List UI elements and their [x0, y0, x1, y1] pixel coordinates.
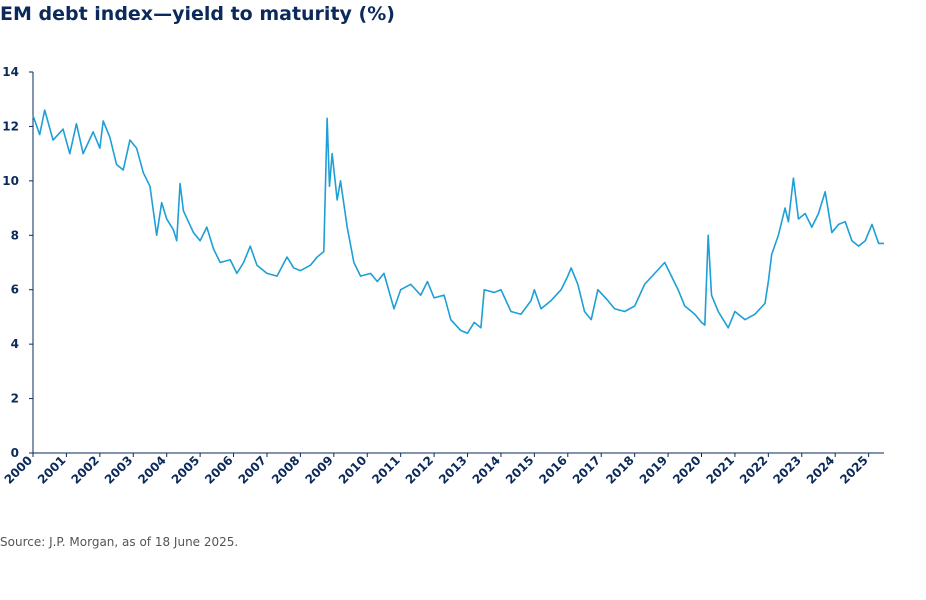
x-tick-label: 2009: [302, 453, 336, 487]
x-tick-label: 2017: [570, 453, 604, 487]
x-tick-label: 2013: [436, 453, 470, 487]
y-tick-label: 0: [11, 446, 19, 460]
x-tick-label: 2021: [704, 453, 738, 487]
x-tick-label: 2022: [737, 453, 771, 487]
x-tick-label: 2025: [837, 453, 871, 487]
x-tick-label: 2024: [804, 453, 838, 487]
source-note: Source: J.P. Morgan, as of 18 June 2025.: [0, 535, 238, 549]
x-tick-label: 2020: [670, 453, 704, 487]
x-tick-label: 2023: [770, 453, 804, 487]
x-tick-label: 2003: [102, 453, 136, 487]
x-tick-label: 2005: [169, 453, 203, 487]
x-tick-label: 2001: [35, 453, 69, 487]
x-tick-label: 2007: [236, 453, 270, 487]
y-tick-label: 6: [11, 283, 19, 297]
y-tick-label: 14: [2, 65, 19, 79]
x-tick-label: 2010: [336, 453, 370, 487]
x-tick-label: 2014: [470, 453, 504, 487]
x-tick-label: 2011: [369, 453, 403, 487]
y-tick-label: 8: [11, 228, 19, 242]
y-tick-label: 10: [2, 174, 19, 188]
x-tick-label: 2015: [503, 453, 537, 487]
x-tick-label: 2008: [269, 453, 303, 487]
chart-title: EM debt index—yield to maturity (%): [0, 3, 395, 25]
x-tick-label: 2016: [536, 453, 570, 487]
data-line: [32, 109, 884, 335]
x-tick-label: 2006: [202, 453, 236, 487]
y-tick-label: 4: [11, 337, 19, 351]
x-tick-label: 2019: [637, 453, 671, 487]
x-tick-label: 2002: [68, 453, 102, 487]
x-tick-label: 2012: [403, 453, 437, 487]
x-tick-label: 2004: [135, 453, 169, 487]
y-tick-label: 12: [2, 119, 19, 133]
x-tick-label: 2018: [603, 453, 637, 487]
y-tick-label: 2: [11, 392, 19, 406]
